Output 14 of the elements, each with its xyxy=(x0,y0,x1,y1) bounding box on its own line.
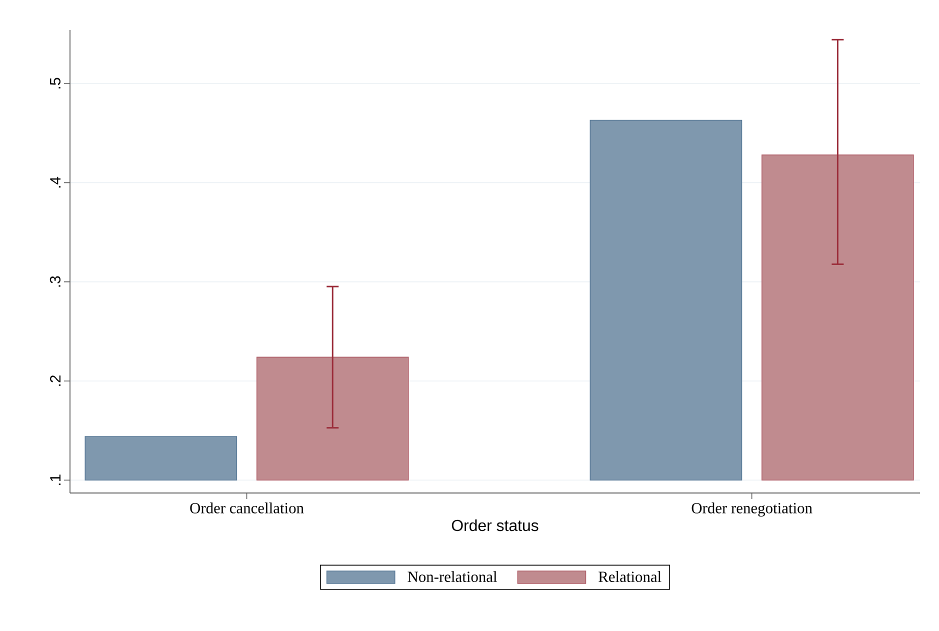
bar xyxy=(256,356,409,481)
bar xyxy=(84,436,238,481)
bar xyxy=(762,154,914,481)
x-tick-label: Order renegotiation xyxy=(692,502,812,517)
y-tick-label: .1 xyxy=(50,474,60,485)
y-tick-label: .5 xyxy=(50,78,60,88)
x-tick-label: Order cancellation xyxy=(190,502,304,514)
bar xyxy=(590,120,742,481)
y-tick-label: .4 xyxy=(50,176,60,188)
x-axis-title: Order status xyxy=(452,519,538,532)
legend-label: Relational xyxy=(598,571,662,582)
legend-label: Non-relational xyxy=(408,571,498,582)
y-tick-label: .2 xyxy=(50,375,60,386)
y-tick-label: .3 xyxy=(50,276,60,287)
